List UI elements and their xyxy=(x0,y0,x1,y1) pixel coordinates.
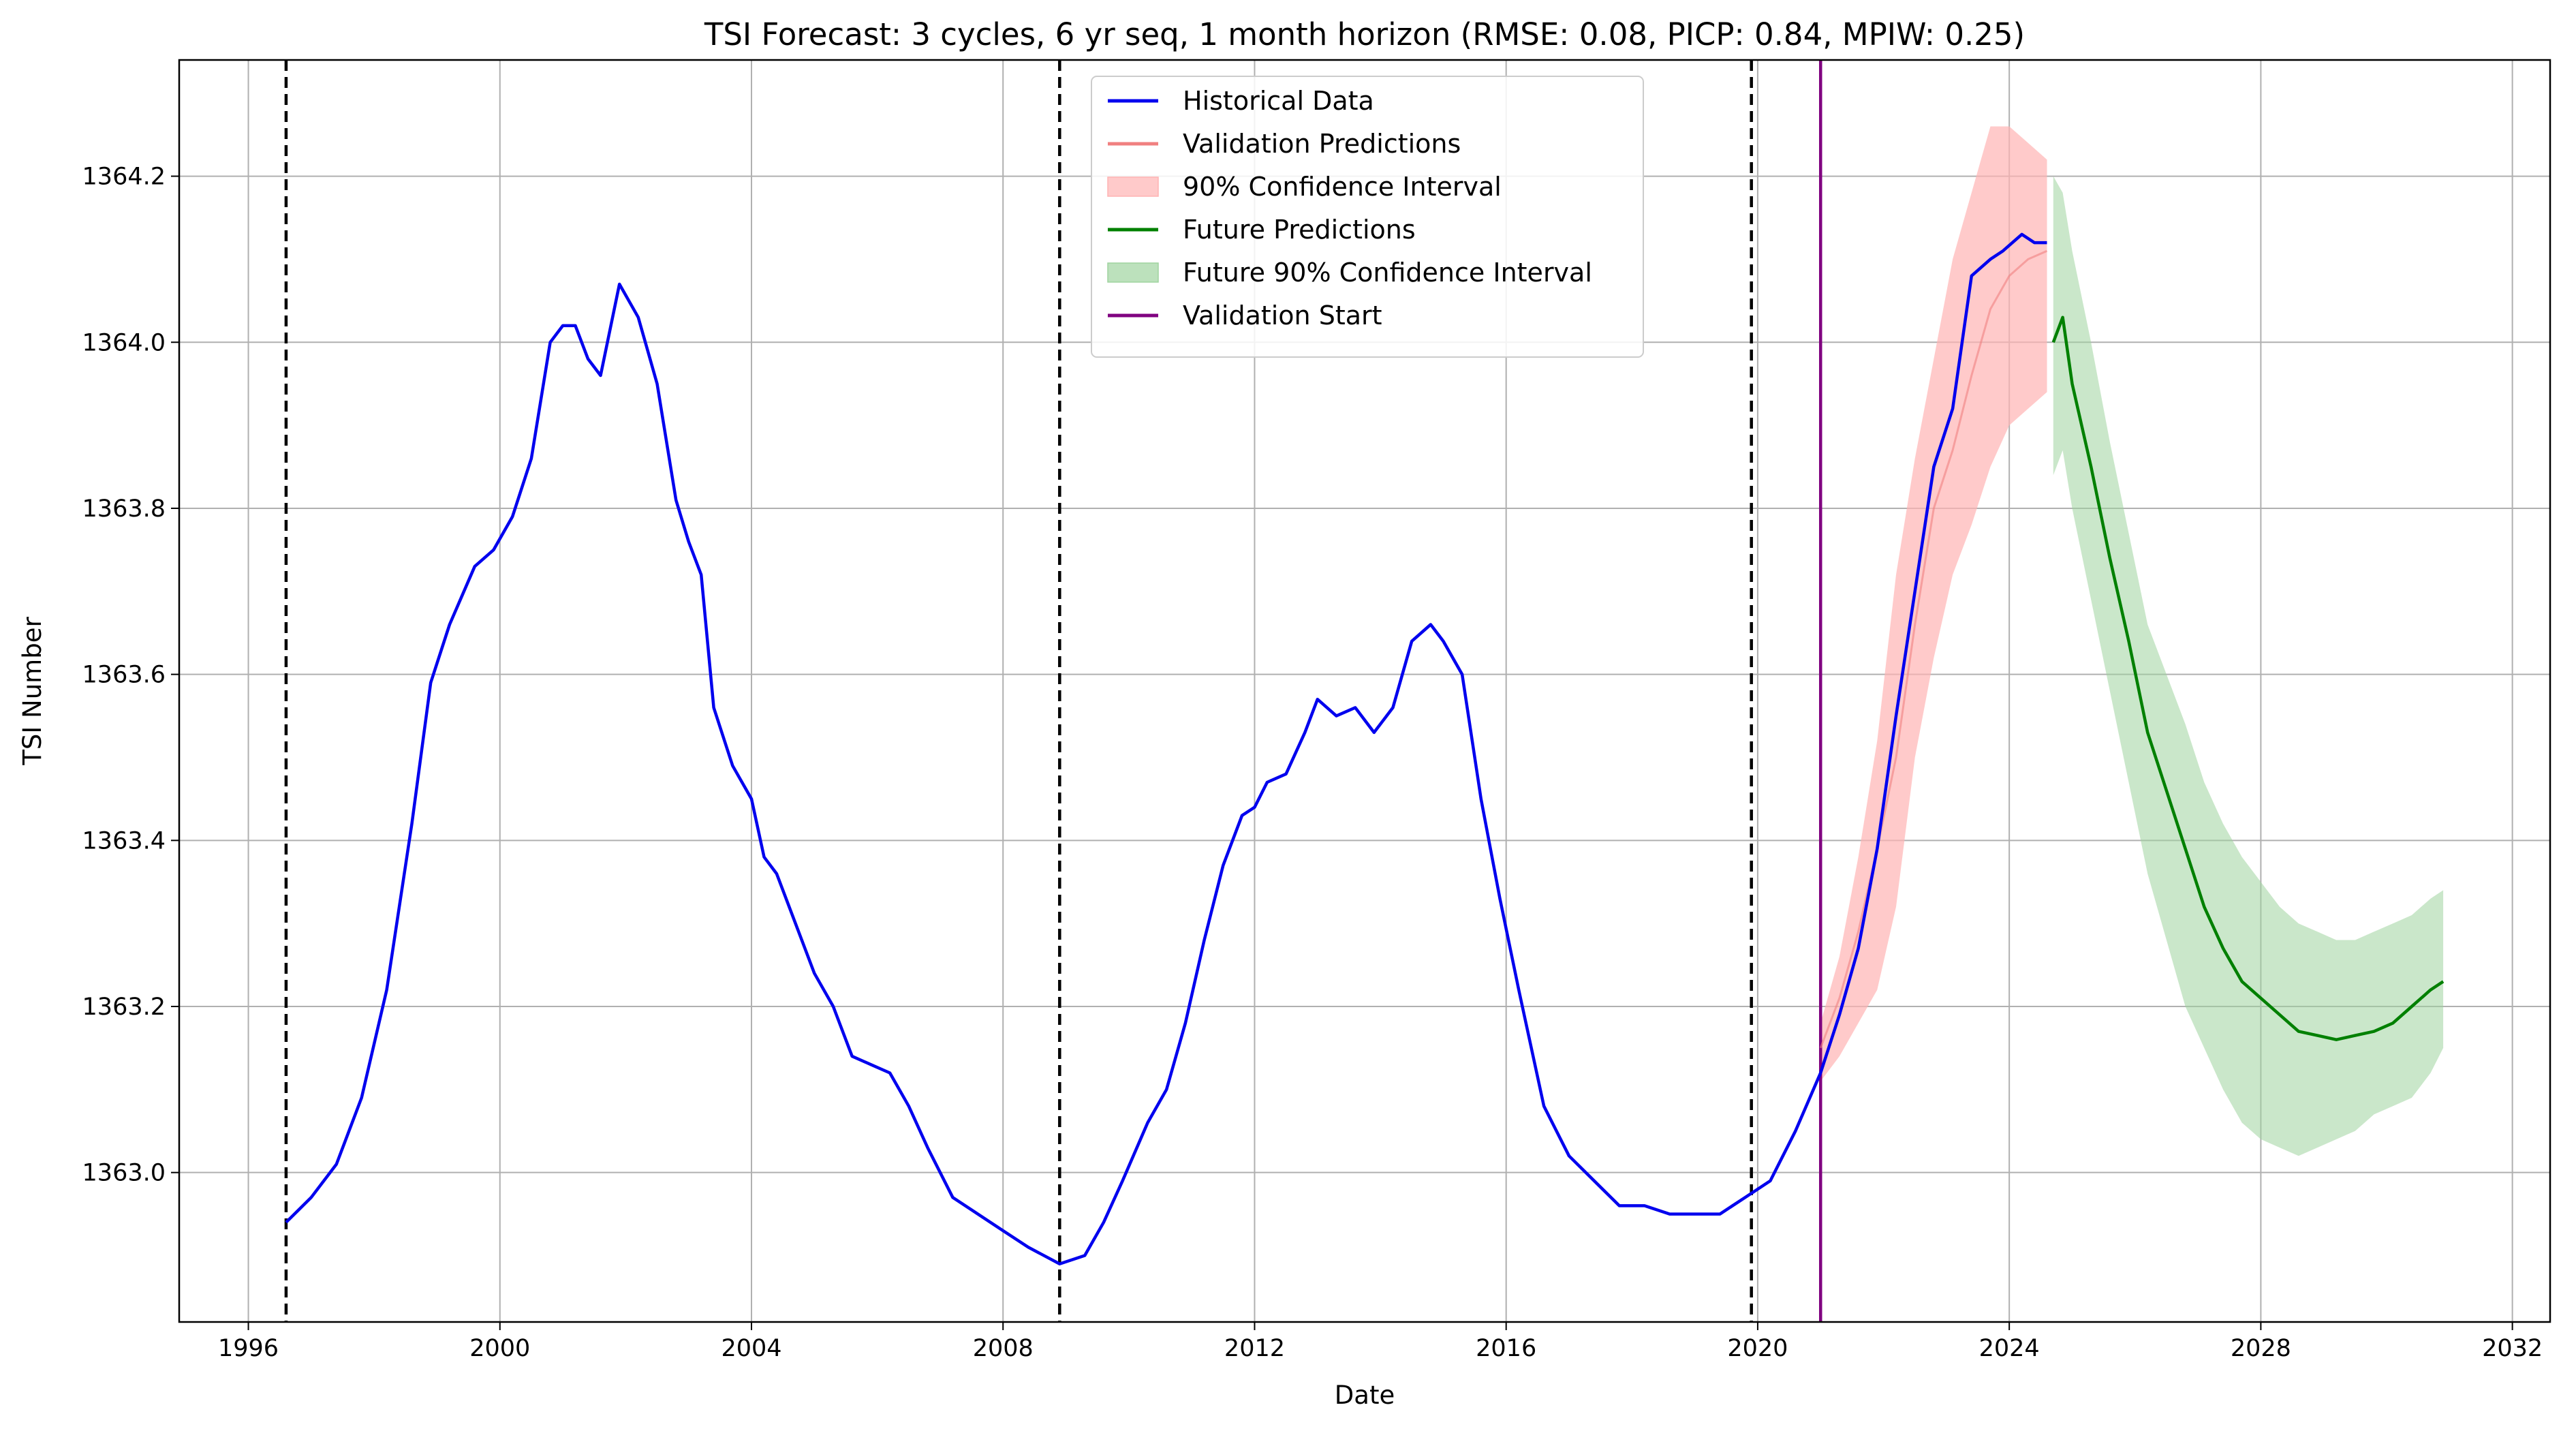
x-tick-label: 2016 xyxy=(1476,1335,1536,1362)
x-tick-label: 2024 xyxy=(1979,1335,2040,1362)
y-tick-label: 1363.8 xyxy=(82,495,166,523)
future-ci-band xyxy=(2053,176,2444,1156)
x-axis-label: Date xyxy=(1335,1381,1395,1410)
x-tick-label: 2012 xyxy=(1224,1335,1285,1362)
future-predictions-line xyxy=(2051,316,2445,1041)
legend-label: Validation Predictions xyxy=(1183,129,1461,159)
x-tick-label: 2028 xyxy=(2231,1335,2291,1362)
legend-label: Future 90% Confidence Interval xyxy=(1183,258,1592,288)
y-tick-label: 1364.2 xyxy=(82,164,166,191)
reference-lines xyxy=(284,60,1822,1322)
plot-area-frame xyxy=(178,59,2551,1323)
y-tick-label: 1364.0 xyxy=(82,329,166,356)
x-tick-label: 2008 xyxy=(973,1335,1034,1362)
y-axis-label: TSI Number xyxy=(18,617,47,766)
chart-title: TSI Forecast: 3 cycles, 6 yr seq, 1 mont… xyxy=(704,16,2025,52)
legend-swatch-patch xyxy=(1107,262,1159,283)
legend-label: Validation Start xyxy=(1183,301,1382,330)
y-tick-label: 1363.4 xyxy=(82,827,166,855)
x-tick-label: 2004 xyxy=(721,1335,781,1362)
y-axis: 1363.0 1363.2 1363.4 1363.6 1363.8 1364.0 1364… xyxy=(82,164,179,1187)
legend-swatch-patch xyxy=(1107,176,1159,197)
validation-predictions-line xyxy=(1819,249,2048,1049)
legend-label: Future Predictions xyxy=(1183,215,1416,245)
x-tick-label: 1996 xyxy=(218,1335,279,1362)
legend-label: 90% Confidence Interval xyxy=(1183,172,1502,202)
legend-box xyxy=(1091,76,1644,358)
y-tick-label: 1363.0 xyxy=(82,1160,166,1187)
x-axis: 1996 2000 2004 2008 2012 2016 2020 2024 2028 2032 xyxy=(218,1322,2543,1362)
x-tick-label: 2032 xyxy=(2482,1335,2543,1362)
series-lines xyxy=(285,232,2445,1265)
x-tick-label: 2020 xyxy=(1727,1335,1788,1362)
x-tick-label: 2000 xyxy=(469,1335,530,1362)
historical-data-line xyxy=(285,232,2047,1265)
legend: Historical Data Validation Predictions 90%… xyxy=(1091,76,1644,358)
y-tick-label: 1363.6 xyxy=(82,662,166,689)
legend-label: Historical Data xyxy=(1183,86,1374,116)
y-tick-label: 1363.2 xyxy=(82,994,166,1021)
